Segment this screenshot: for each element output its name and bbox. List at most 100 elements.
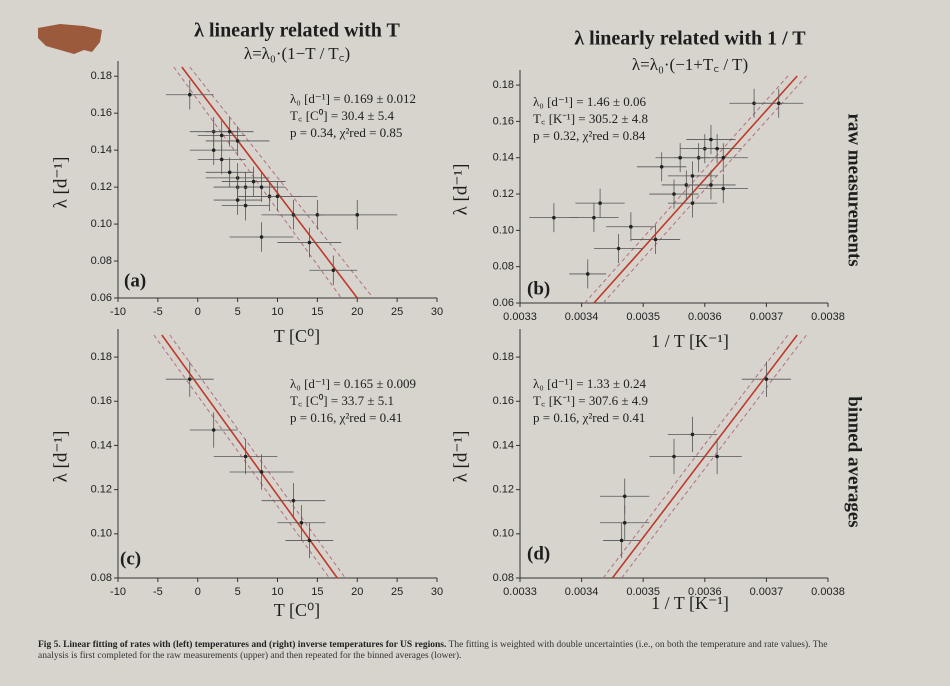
data-point <box>598 201 602 205</box>
data-point <box>219 157 224 162</box>
y-tick-label: 0.08 <box>91 572 112 584</box>
y-tick-label: 0.10 <box>493 528 514 540</box>
y-tick-label: 0.16 <box>493 115 514 127</box>
data-point <box>622 494 627 499</box>
fit-stats: T꜀ [C⁰] = 30.4 ± 5.4 <box>290 108 395 123</box>
x-tick-label: 0.0033 <box>503 311 537 323</box>
x-tick-label: -5 <box>153 306 163 318</box>
data-point <box>307 240 312 245</box>
data-point <box>619 538 624 543</box>
fit-stats: T꜀ [K⁻¹] = 307.6 ± 4.9 <box>533 393 648 408</box>
data-point <box>275 194 280 199</box>
y-tick-label: 0.08 <box>493 572 514 584</box>
x-tick-label: 10 <box>271 586 283 598</box>
fit-stats: λ₀ [d⁻¹] = 0.169 ± 0.012 <box>290 91 416 106</box>
confidence-band <box>173 66 342 299</box>
x-tick-label: 0.0038 <box>811 311 845 323</box>
data-point <box>211 148 216 152</box>
x-tick-label: 0.0036 <box>688 311 722 323</box>
data-point <box>259 470 264 474</box>
data-point <box>243 454 248 459</box>
data-point <box>243 203 248 208</box>
y-axis-label: λ [d⁻¹] <box>450 164 471 216</box>
row-label: raw measurements <box>844 113 865 266</box>
y-axis-label: λ [d⁻¹] <box>50 431 71 483</box>
column-title: λ linearly related with T <box>194 20 400 42</box>
x-tick-label: 0.0038 <box>811 586 845 598</box>
x-axis-label: T [C⁰] <box>274 600 320 620</box>
y-tick-label: 0.14 <box>493 152 514 164</box>
data-point <box>259 235 264 239</box>
fit-stats: T꜀ [K⁻¹] = 305.2 ± 4.8 <box>533 111 648 126</box>
fit-stats: p = 0.32, χ²red = 0.84 <box>533 128 646 143</box>
x-tick-label: 5 <box>235 306 241 318</box>
y-tick-label: 0.12 <box>493 484 514 496</box>
data-point <box>709 137 713 142</box>
caption-text: The fitting is weighted with double unce… <box>38 640 828 661</box>
caption-bold: Fig 5. Linear fitting of rates with (lef… <box>38 640 447 650</box>
y-tick-label: 0.14 <box>91 144 112 156</box>
panel-label: (c) <box>120 548 141 569</box>
x-tick-label: 0 <box>195 306 201 318</box>
data-point <box>715 454 719 459</box>
y-tick-label: 0.10 <box>493 224 514 236</box>
data-point <box>219 133 224 138</box>
y-tick-label: 0.16 <box>91 107 112 119</box>
data-point <box>709 183 713 187</box>
data-point <box>235 198 240 202</box>
y-tick-label: 0.06 <box>91 292 112 304</box>
data-point <box>622 520 627 525</box>
data-point <box>211 428 216 432</box>
fit-stats: p = 0.16, χ²red = 0.41 <box>533 410 645 425</box>
data-point <box>715 146 719 151</box>
data-point <box>552 215 556 220</box>
x-tick-label: 0 <box>195 586 201 598</box>
y-tick-label: 0.08 <box>493 261 514 273</box>
y-tick-label: 0.16 <box>91 395 112 407</box>
confidence-band <box>621 334 807 579</box>
x-tick-label: 0.0035 <box>626 586 660 598</box>
y-axis-label: λ [d⁻¹] <box>450 431 471 483</box>
y-tick-label: 0.16 <box>493 395 514 407</box>
x-axis-label: T [C⁰] <box>274 326 320 346</box>
y-tick-label: 0.08 <box>91 255 112 267</box>
fit-stats: T꜀ [C⁰] = 33.7 ± 5.1 <box>290 393 394 408</box>
row-label: binned averages <box>844 396 865 527</box>
x-tick-label: -5 <box>153 586 163 598</box>
x-tick-label: 30 <box>431 306 443 318</box>
data-point <box>690 174 695 178</box>
y-tick-label: 0.18 <box>493 79 514 91</box>
confidence-band <box>189 66 374 299</box>
data-point <box>307 538 312 543</box>
data-point <box>721 186 726 191</box>
data-point <box>690 201 695 205</box>
x-axis-label: 1 / T [K⁻¹] <box>651 331 729 351</box>
x-tick-label: 25 <box>391 586 403 598</box>
x-tick-label: 15 <box>311 306 323 318</box>
data-point <box>259 185 264 189</box>
y-tick-label: 0.12 <box>91 484 112 496</box>
y-tick-label: 0.12 <box>91 181 112 193</box>
data-point <box>227 170 232 175</box>
x-tick-label: -10 <box>110 306 126 318</box>
data-point <box>291 498 296 503</box>
y-tick-label: 0.18 <box>91 70 112 82</box>
data-point <box>659 165 664 169</box>
y-tick-label: 0.10 <box>91 528 112 540</box>
data-point <box>672 454 676 459</box>
x-tick-label: 15 <box>311 586 323 598</box>
panel-label: (b) <box>527 278 550 299</box>
fit-stats: p = 0.16, χ²red = 0.41 <box>290 410 402 425</box>
data-point <box>585 272 590 276</box>
fit-line <box>593 75 798 304</box>
data-point <box>187 92 192 97</box>
data-point <box>678 155 682 160</box>
y-tick-label: 0.18 <box>493 351 514 363</box>
data-point <box>592 215 596 220</box>
x-tick-label: 0.0037 <box>750 311 784 323</box>
x-tick-label: 30 <box>431 586 443 598</box>
x-axis-label: 1 / T [K⁻¹] <box>651 593 729 613</box>
x-tick-label: 20 <box>351 586 363 598</box>
